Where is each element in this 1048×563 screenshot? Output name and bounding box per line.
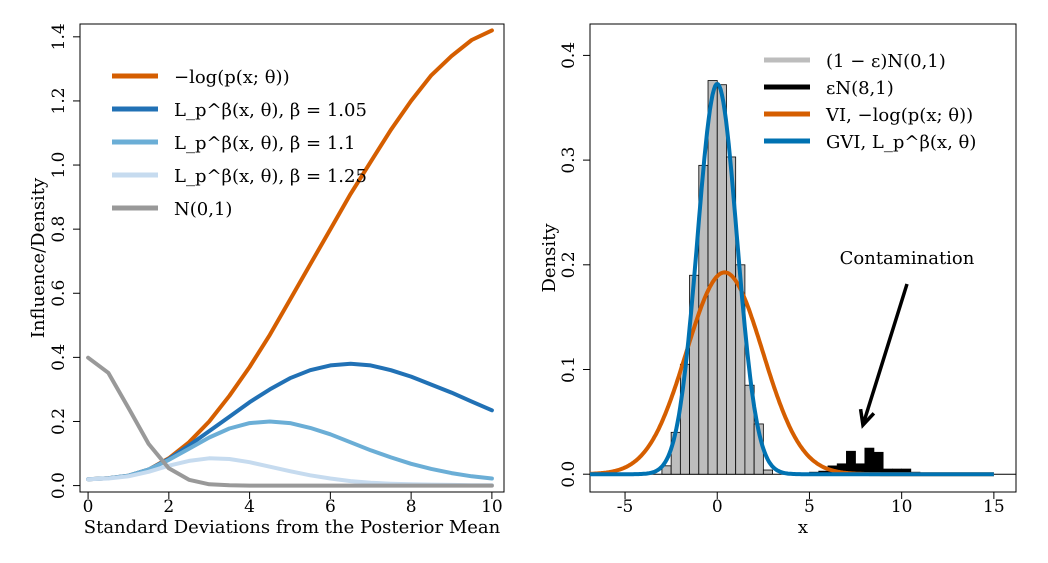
left-series-group — [86, 28, 494, 488]
left-panel: 0 2 4 6 8 10 0.0 0.2 0.4 0.6 0.8 1.0 1.2 1.4 Standar… — [28, 23, 505, 538]
hist-bar-main-6 — [716, 84, 727, 475]
hist-bar-contamination-6 — [864, 447, 875, 475]
legend-label-beta-125: L_p^β(x, θ), β = 1.25 — [174, 166, 367, 187]
left-y-tick-label-1: 0.2 — [49, 408, 69, 435]
right-x-tick-label-15: 15 — [983, 497, 1005, 517]
left-series-line-3 — [86, 456, 494, 488]
legend-label-normal: N(0,1) — [174, 199, 232, 220]
hist-bar-contamination-7 — [873, 451, 884, 475]
left-y-tick-label-7: 1.4 — [49, 23, 69, 50]
legend-label-neg-log: −log(p(x; θ)) — [174, 67, 290, 88]
legend-label-gvi: GVI, L_p^β(x, θ) — [826, 132, 976, 153]
legend-label-vi: VI, −log(p(x; θ)) — [825, 105, 973, 126]
right-x-tick-label-5: 5 — [804, 497, 815, 517]
annotation-contamination: Contamination — [840, 248, 975, 269]
hist-bar-contamination-4 — [846, 450, 856, 475]
right-histogram-bars — [590, 80, 1016, 475]
left-series-line-2 — [86, 419, 494, 482]
arrow-head — [858, 408, 876, 429]
right-x-tick-label--5: -5 — [617, 497, 634, 517]
right-curves-group — [589, 82, 995, 477]
hist-bar-main-11 — [762, 469, 773, 475]
left-y-axis: 0.0 0.2 0.4 0.6 0.8 1.0 1.2 1.4 — [49, 23, 80, 499]
left-y-tick-label-0: 0.0 — [49, 472, 69, 499]
left-y-axis-label: Influence/Density — [28, 177, 49, 338]
right-panel: -5 0 5 10 15 0.0 0.1 0.2 0.3 0.4 x Density (1 − … — [539, 23, 1017, 538]
right-y-tick-label-0: 0.0 — [559, 461, 579, 488]
left-y-tick-label-3: 0.6 — [49, 280, 69, 307]
left-x-tick-label-2: 2 — [163, 497, 174, 517]
right-y-tick-label-1: 0.1 — [559, 356, 579, 383]
right-x-tick-label-10: 10 — [891, 497, 913, 517]
right-curve-1 — [589, 82, 995, 477]
right-plot-frame — [589, 23, 1017, 493]
left-x-axis: 0 2 4 6 8 10 — [83, 492, 503, 517]
left-y-tick-label-6: 1.2 — [49, 87, 69, 114]
right-legend: (1 − ε)N(0,1) εN(8,1) VI, −log(p(x; θ)) … — [764, 51, 976, 153]
right-curve-0 — [589, 270, 995, 477]
right-y-axis: 0.0 0.1 0.2 0.3 0.4 — [559, 42, 590, 488]
left-x-axis-label: Standard Deviations from the Posterior M… — [84, 517, 501, 538]
right-y-axis-label: Density — [539, 223, 560, 293]
left-series-line-0 — [86, 28, 494, 482]
right-x-axis-label: x — [798, 517, 808, 538]
arrow-shaft — [861, 283, 909, 426]
left-plot-frame — [79, 23, 505, 493]
left-y-tick-label-5: 1.0 — [49, 152, 69, 179]
left-x-tick-label-10: 10 — [481, 497, 503, 517]
left-legend: −log(p(x; θ)) L_p^β(x, θ), β = 1.05 L_p^… — [112, 67, 367, 220]
legend-label-contamination: εN(8,1) — [826, 78, 894, 99]
right-y-tick-label-2: 0.2 — [559, 251, 579, 278]
right-x-axis: -5 0 5 10 15 — [617, 492, 1005, 517]
right-y-tick-label-3: 0.3 — [559, 147, 579, 174]
left-x-tick-label-8: 8 — [406, 497, 417, 517]
left-x-tick-label-0: 0 — [83, 497, 94, 517]
contamination-arrow — [858, 283, 909, 429]
legend-label-main-normal: (1 − ε)N(0,1) — [826, 51, 946, 72]
right-x-tick-label-0: 0 — [712, 497, 723, 517]
right-y-tick-label-4: 0.4 — [559, 42, 579, 69]
left-y-tick-label-4: 0.8 — [49, 216, 69, 243]
left-x-tick-label-6: 6 — [325, 497, 336, 517]
legend-label-beta-110: L_p^β(x, θ), β = 1.1 — [174, 133, 355, 154]
left-x-tick-label-4: 4 — [244, 497, 255, 517]
left-y-tick-label-2: 0.4 — [49, 344, 69, 371]
legend-label-beta-105: L_p^β(x, θ), β = 1.05 — [174, 100, 367, 121]
left-series-line-4 — [86, 355, 494, 488]
